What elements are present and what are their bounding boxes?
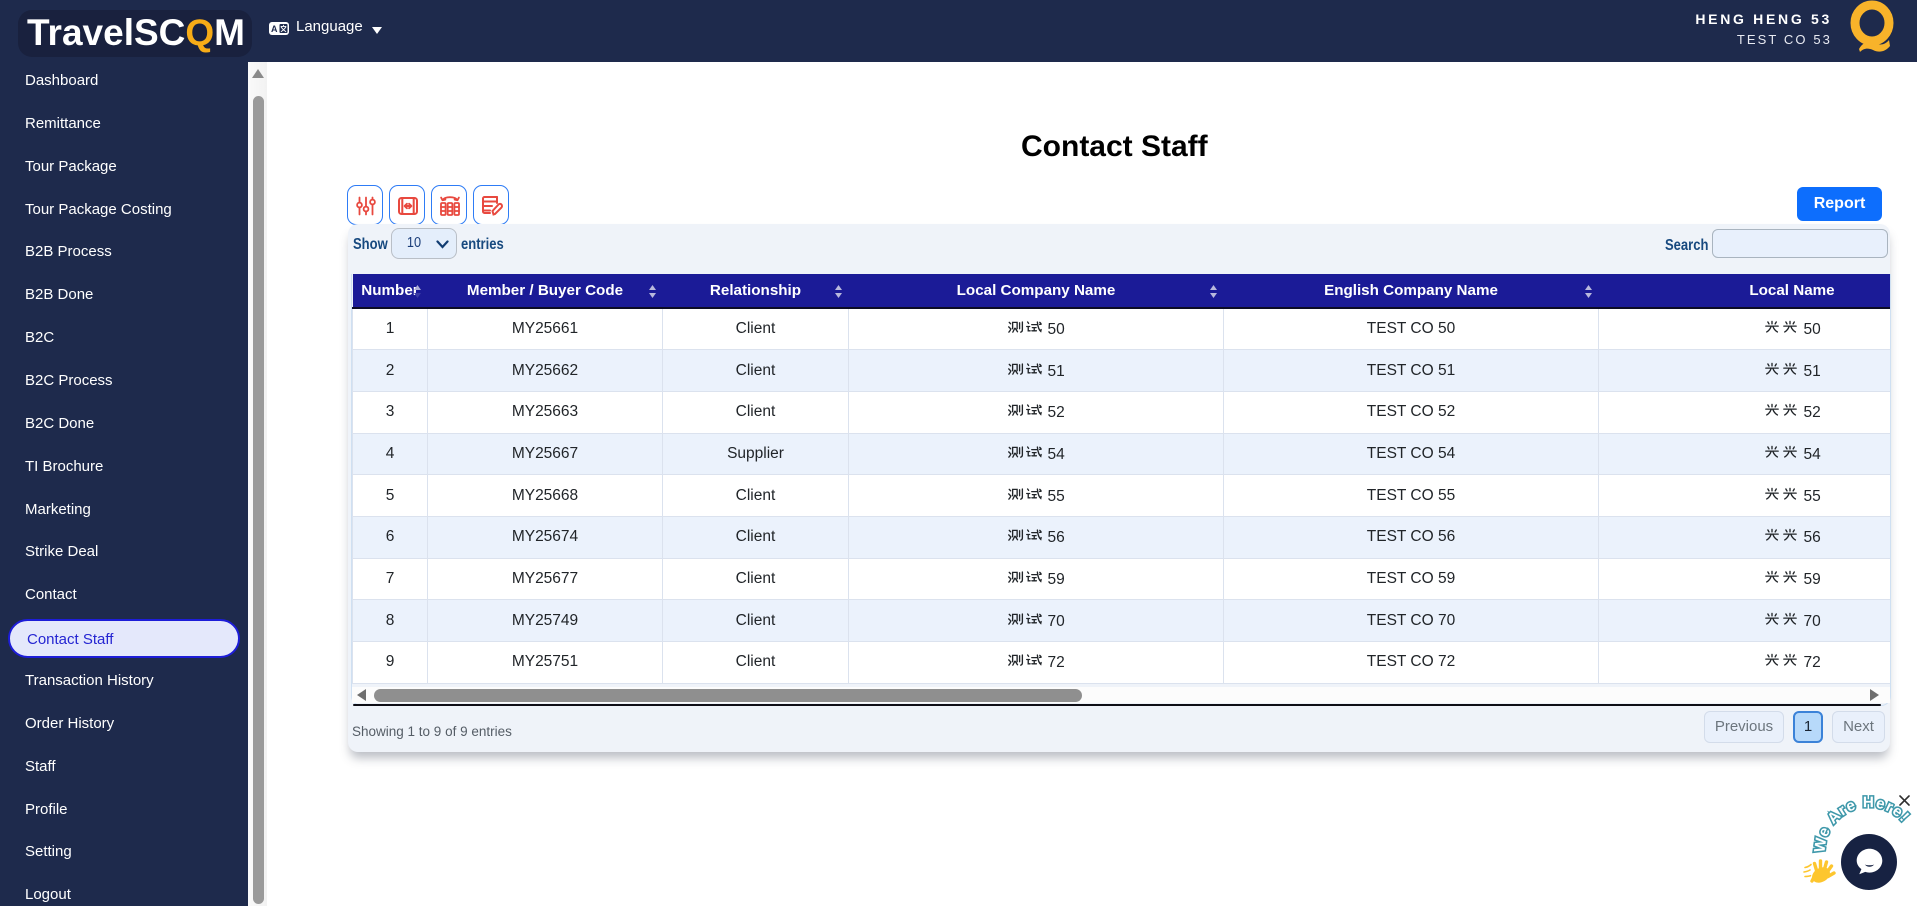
svg-text:A: A [271,24,278,34]
